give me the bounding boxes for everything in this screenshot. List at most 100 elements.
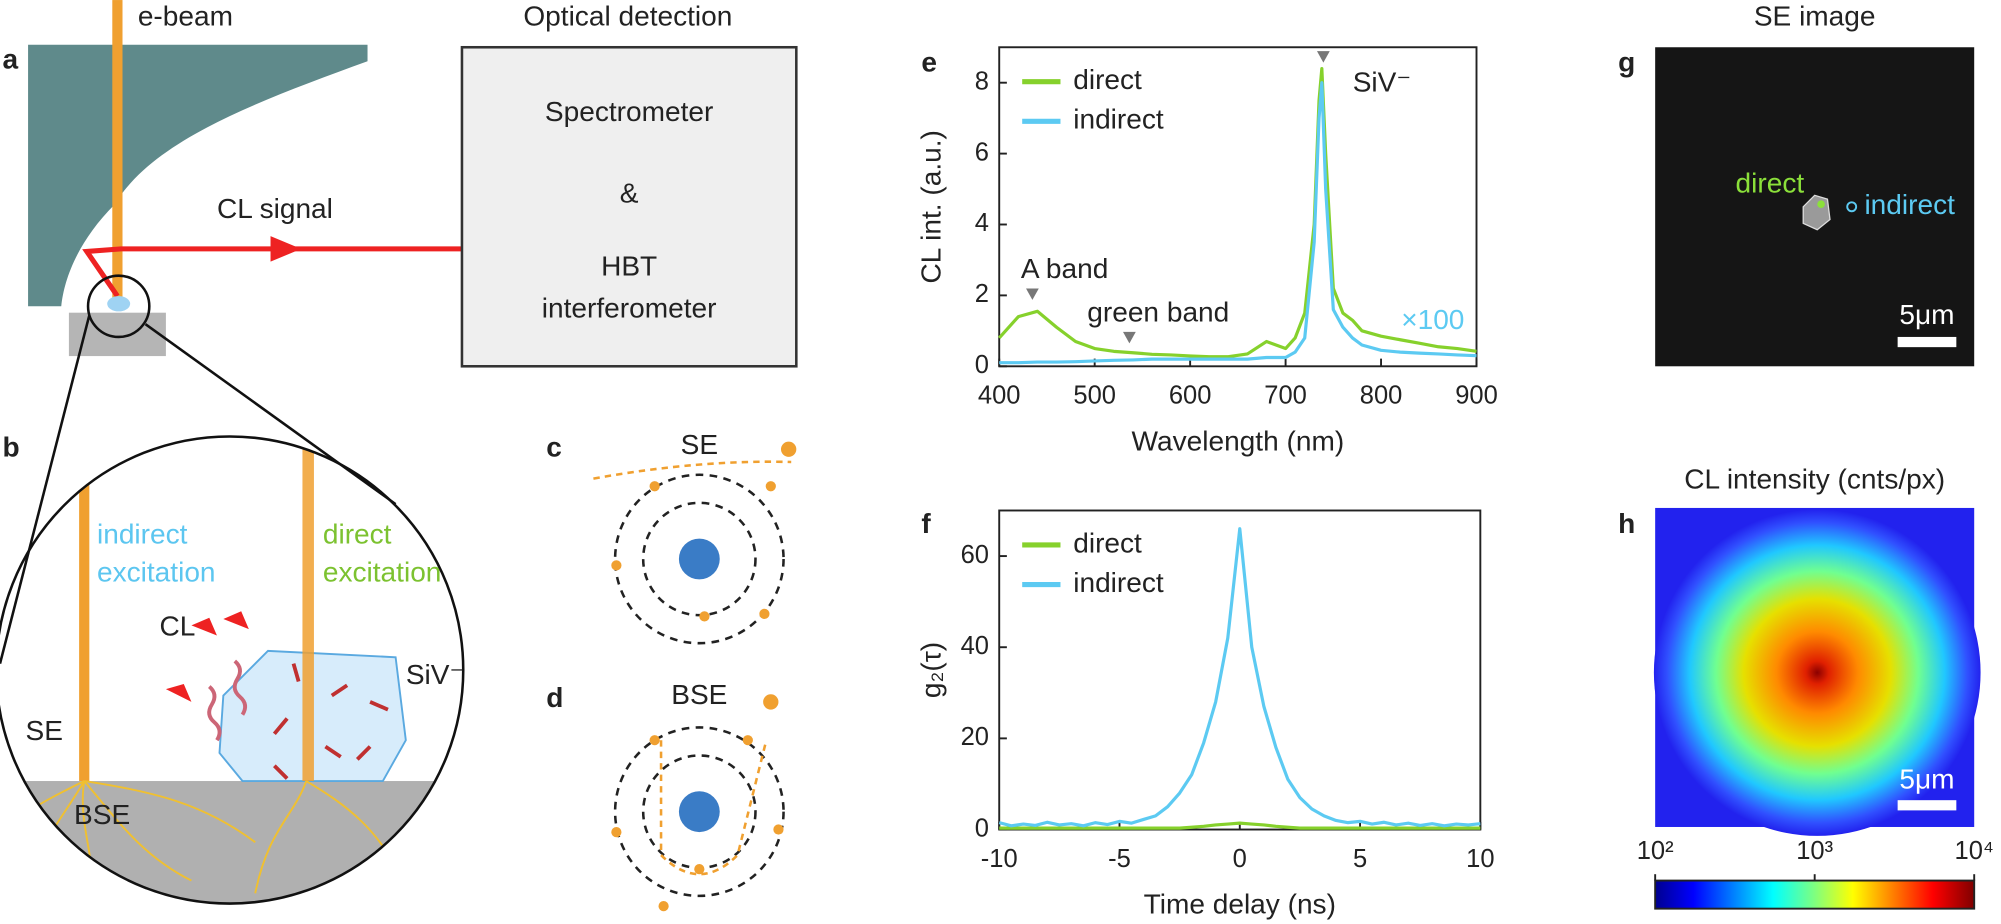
plot-frame	[998, 509, 1482, 831]
x-tick-label: 0	[1233, 845, 1247, 873]
series-line	[999, 821, 1481, 830]
electron-path	[659, 740, 767, 876]
colorbar-tick-label: 10³	[1796, 837, 1833, 865]
bse-label: BSE	[74, 799, 130, 830]
box-line: &	[620, 178, 639, 209]
x-tick-label: 10	[1466, 845, 1494, 873]
x-tick-label: -5	[1108, 845, 1131, 873]
legend-label: indirect	[1073, 104, 1164, 135]
zoom-circle	[0, 435, 465, 905]
x-tick-label: 800	[1360, 382, 1403, 410]
dipole	[272, 663, 389, 780]
annotation: SiV⁻	[1353, 67, 1411, 98]
se-label: SE	[26, 715, 63, 746]
nucleus	[678, 538, 720, 580]
scale-bar	[1897, 800, 1957, 811]
y-tick-label: 0	[975, 351, 989, 379]
series-line	[998, 527, 1481, 828]
x-tick-label: 5	[1353, 845, 1367, 873]
electrons	[611, 441, 797, 912]
panel-label: f	[921, 508, 931, 539]
sample	[107, 296, 131, 312]
y-tick-label: 40	[961, 632, 989, 660]
photon-path	[207, 659, 248, 742]
indirect-spot	[1846, 201, 1858, 213]
markers	[1026, 51, 1330, 344]
nucleus	[678, 791, 720, 833]
x-tick-label: 400	[978, 382, 1021, 410]
electron-beam	[302, 436, 314, 782]
y-tick-label: 0	[975, 814, 989, 842]
colorbar-tick-label: 10²	[1637, 837, 1674, 865]
x-tick-label: 900	[1455, 382, 1498, 410]
scale-bar	[1897, 336, 1957, 348]
annotation: A band	[1021, 253, 1108, 284]
panel-title: BSE	[671, 679, 727, 710]
zoom-line	[0, 314, 91, 664]
direct-label: excitation	[323, 557, 442, 588]
panel-label: e	[921, 46, 937, 77]
cl-label: CL	[160, 610, 196, 641]
box-line: HBT	[601, 250, 657, 281]
y-tick-label: 2	[975, 280, 989, 308]
signal-label: CL signal	[217, 193, 333, 224]
x-tick-label: 700	[1264, 382, 1307, 410]
photon	[165, 611, 249, 702]
y-tick-label: 8	[975, 67, 989, 95]
annotation: ×100	[1401, 304, 1464, 335]
x-tick-label: 600	[1169, 382, 1212, 410]
siv-label: SiV⁻	[406, 659, 464, 690]
direct-label: direct	[323, 518, 392, 549]
box-line: interferometer	[542, 293, 717, 324]
y-tick-label: 20	[961, 723, 989, 751]
series-line	[998, 66, 1477, 359]
zoom-line	[144, 323, 397, 506]
plot-frame	[998, 46, 1478, 368]
zoom-view	[0, 436, 464, 904]
x-tick-label: 500	[1073, 382, 1116, 410]
electron-beam	[79, 436, 90, 782]
electron-path	[593, 460, 792, 480]
indirect-label: indirect	[97, 518, 188, 549]
scale-label: 5μm	[1899, 299, 1954, 330]
legend-label: indirect	[1073, 567, 1164, 598]
colorbar-tick-label: 10⁴	[1955, 837, 1994, 865]
y-axis-label: CL int. (a.u.)	[915, 130, 946, 283]
direct-label: direct	[1736, 167, 1805, 198]
panel-title: SE image	[1754, 0, 1876, 31]
pole-piece	[28, 44, 368, 307]
box-line: Spectrometer	[545, 96, 713, 127]
scale-label: 5μm	[1899, 763, 1954, 794]
y-tick-label: 6	[975, 138, 989, 166]
y-tick-label: 60	[961, 541, 989, 569]
series-line	[999, 81, 1477, 365]
panel-label: b	[3, 432, 20, 463]
y-tick-label: 4	[975, 209, 989, 237]
annotation: green band	[1087, 296, 1229, 327]
colorbar	[1654, 879, 1976, 910]
detection-box	[460, 45, 798, 368]
x-axis-label: Time delay (ns)	[1144, 889, 1336, 920]
indirect-label: indirect	[1864, 189, 1955, 220]
x-tick-label: -10	[981, 845, 1018, 873]
panel-label: c	[546, 432, 562, 463]
panel-label: h	[1618, 508, 1635, 539]
electron-beam	[112, 0, 123, 300]
beam-label: e-beam	[138, 0, 233, 31]
panel-label: d	[546, 682, 563, 713]
panel-label: g	[1618, 46, 1635, 77]
legend-label: direct	[1073, 64, 1142, 95]
zoom-circle	[86, 274, 151, 339]
cl-map-spot	[1653, 509, 1981, 836]
arrow	[270, 236, 302, 262]
indirect-label: excitation	[97, 557, 216, 588]
panel-title: SE	[681, 429, 718, 460]
y-axis-label: g₂(τ)	[915, 642, 946, 698]
panel-label: a	[3, 44, 19, 75]
panel-title: CL intensity (cnts/px)	[1684, 464, 1945, 495]
box-title: Optical detection	[523, 0, 732, 31]
direct-spot	[1817, 200, 1825, 209]
x-axis-label: Wavelength (nm)	[1132, 425, 1345, 456]
legend-label: direct	[1073, 527, 1142, 558]
